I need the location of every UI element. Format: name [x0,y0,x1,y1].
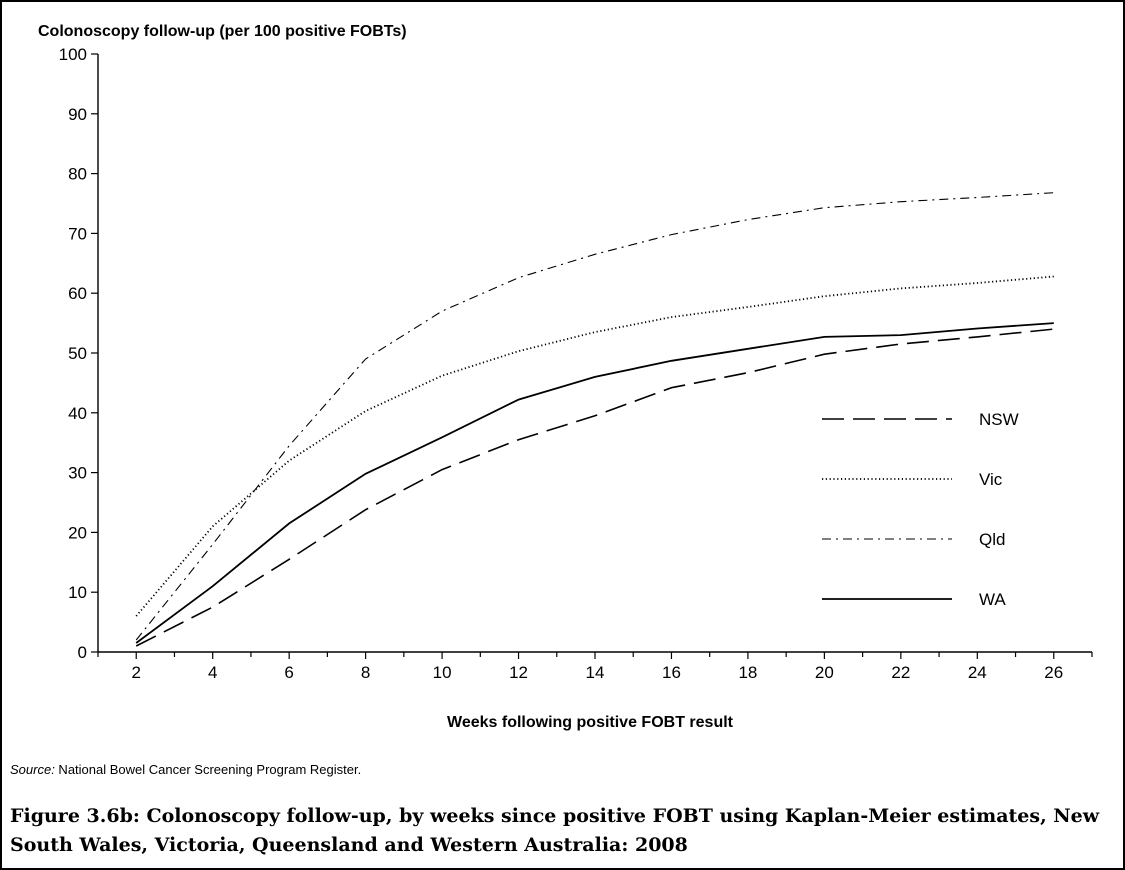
source-label: Source: [10,762,55,777]
y-axis-title: Colonoscopy follow-up (per 100 positive … [38,23,407,40]
source-note: Source: National Bowel Cancer Screening … [10,762,361,777]
series-line-qld [135,192,1054,641]
figure-caption: Figure 3.6b: Colonoscopy follow-up, by w… [10,805,1100,856]
series-lines [135,192,1054,647]
y-tick-label: 90 [68,105,87,124]
y-tick-label: 50 [68,344,87,363]
series-line-wa [135,322,1054,644]
y-tick-label: 40 [68,404,87,423]
series-line-vic [135,275,1054,617]
y-tick-label: 100 [59,45,87,64]
y-tick-label: 30 [68,464,87,483]
x-tick-label: 12 [509,663,528,682]
x-tick-label: 24 [968,663,987,682]
x-axis-ticks: 2 4 6 8 10 12 14 16 18 20 22 24 26 [97,652,1093,682]
x-tick-label: 4 [208,663,217,682]
x-tick-label: 8 [361,663,370,682]
line-chart: Colonoscopy follow-up (per 100 positive … [38,23,1093,731]
legend-label-wa: WA [979,590,1006,609]
x-tick-label: 20 [815,663,834,682]
x-tick-label: 22 [891,663,910,682]
legend-label-nsw: NSW [979,410,1019,429]
series-line-nsw [135,328,1054,647]
y-tick-label: 80 [68,165,87,184]
x-tick-label: 26 [1044,663,1063,682]
x-tick-label: 14 [586,663,605,682]
y-tick-label: 10 [68,583,87,602]
x-tick-label: 2 [131,663,140,682]
legend-label-qld: Qld [979,530,1005,549]
legend: NSW Vic Qld WA [822,410,1019,609]
y-tick-label: 20 [68,523,87,542]
x-axis-title: Weeks following positive FOBT result [447,714,734,731]
source-text: National Bowel Cancer Screening Program … [54,762,362,777]
y-tick-label: 60 [68,284,87,303]
legend-label-vic: Vic [979,470,1003,489]
x-tick-label: 6 [284,663,293,682]
y-axis-ticks: 0 10 20 30 40 50 60 70 80 90 100 [59,45,98,662]
x-tick-label: 10 [433,663,452,682]
y-tick-label: 0 [78,643,87,662]
y-tick-label: 70 [68,224,87,243]
x-tick-label: 18 [738,663,757,682]
x-tick-label: 16 [662,663,681,682]
